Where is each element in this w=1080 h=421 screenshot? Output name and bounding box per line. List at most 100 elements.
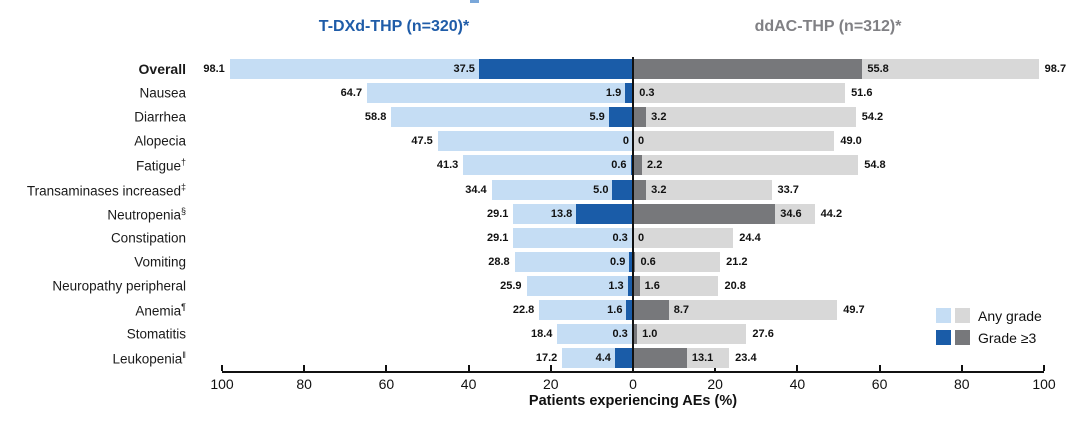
tdxd-grade3-bar	[478, 59, 633, 80]
tdxd-any-grade-value: 34.4	[465, 183, 487, 196]
x-axis-title: Patients experiencing AEs (%)	[528, 393, 738, 409]
right-group-title: ddAC-THP (n=312)*	[754, 18, 902, 35]
category-label: Leukopenia‖	[112, 350, 186, 367]
legend-row: Grade ≥3	[936, 328, 1042, 347]
ddac-any-grade-value: 51.6	[851, 87, 873, 100]
ddac-any-grade-value: 49.0	[840, 135, 862, 148]
tdxd-grade3-value: 13.8	[550, 207, 573, 220]
tdxd-grade3-value: 5.0	[593, 183, 609, 196]
category-label: Alopecia	[134, 133, 186, 149]
legend-gray-swatch	[955, 308, 970, 323]
tdxd-grade3-value: 5.9	[589, 111, 605, 124]
ddac-any-grade-bar	[633, 251, 721, 272]
x-axis-tick-label: 60	[871, 376, 888, 393]
tdxd-any-grade-bar	[391, 107, 633, 128]
tdxd-any-grade-value: 98.1	[203, 63, 225, 76]
ddac-any-grade-value: 20.8	[724, 279, 746, 292]
ddac-grade3-value: 55.8	[867, 63, 889, 76]
category-label: Nausea	[139, 85, 186, 101]
ddac-grade3-value: 3.2	[651, 183, 667, 196]
x-axis-tick	[221, 365, 223, 372]
tdxd-any-grade-bar	[514, 251, 633, 272]
ddac-any-grade-bar	[633, 107, 856, 128]
legend: Any grade Grade ≥3	[936, 306, 1042, 350]
ddac-grade3-bar	[633, 59, 863, 80]
tdxd-grade3-value: 0.9	[610, 255, 626, 268]
x-axis-tick	[796, 365, 799, 372]
ddac-any-grade-value: 24.4	[739, 231, 761, 244]
ddac-grade3-value: 0	[638, 231, 645, 244]
ddac-any-grade-value: 44.2	[820, 207, 843, 220]
tdxd-grade3-value: 1.9	[605, 87, 622, 100]
ddac-grade3-value: 0	[638, 135, 645, 148]
legend-label: Any grade	[978, 307, 1042, 324]
tdxd-grade3-bar	[608, 107, 633, 128]
ddac-grade3-bar	[633, 155, 643, 176]
tdxd-grade3-value: 37.5	[453, 63, 475, 76]
tdxd-any-grade-value: 28.8	[488, 255, 510, 268]
category-label: Overall	[138, 61, 186, 78]
tdxd-grade3-value: 1.6	[607, 304, 623, 317]
x-axis-tick	[385, 365, 388, 372]
tdxd-grade3-value: 0.6	[611, 159, 627, 172]
ddac-any-grade-bar	[633, 275, 719, 296]
ddac-any-grade-value: 54.8	[864, 159, 886, 172]
x-axis-tick-label: 80	[296, 376, 312, 393]
x-axis-tick-label: 40	[460, 376, 477, 393]
category-label: Neutropenia§	[107, 205, 186, 222]
ddac-grade3-bar	[633, 275, 640, 296]
tdxd-grade3-value: 0	[622, 135, 629, 148]
x-axis-tick	[467, 365, 470, 372]
zero-axis-line	[632, 57, 634, 372]
ddac-grade3-bar	[633, 179, 647, 200]
ddac-grade3-value: 1.6	[644, 279, 660, 292]
category-label: Diarrhea	[134, 109, 186, 125]
tdxd-any-grade-value: 41.3	[436, 159, 459, 172]
cropped-text-artifact	[470, 0, 479, 3]
ddac-any-grade-value: 49.7	[843, 304, 865, 317]
tdxd-any-grade-value: 22.8	[512, 304, 535, 317]
tdxd-grade3-value: 1.3	[608, 279, 624, 292]
tdxd-grade3-bar	[625, 83, 633, 104]
tdxd-any-grade-value: 47.5	[411, 135, 433, 148]
x-axis-tick-label: 80	[954, 376, 970, 393]
x-axis-tick-label: 100	[210, 376, 234, 393]
tdxd-any-grade-value: 25.9	[500, 279, 522, 292]
category-label: Neuropathy peripheral	[52, 278, 186, 294]
ddac-any-grade-value: 27.6	[752, 328, 774, 341]
x-axis-tick	[303, 365, 306, 372]
x-axis-tick	[960, 365, 963, 372]
ddac-any-grade-bar	[633, 155, 859, 176]
tdxd-any-grade-bar	[557, 324, 633, 345]
x-axis-line	[222, 371, 1044, 374]
ddac-grade3-value: 2.2	[647, 159, 663, 172]
ddac-grade3-value: 0.6	[640, 255, 656, 268]
legend-blue-swatch	[936, 330, 951, 345]
ddac-grade3-value: 3.2	[651, 111, 667, 124]
tdxd-grade3-value: 4.4	[595, 352, 611, 365]
ddac-any-grade-value: 23.4	[735, 352, 757, 365]
ddac-grade3-value: 0.3	[639, 87, 655, 100]
ddac-any-grade-bar	[633, 131, 835, 152]
ddac-any-grade-bar	[633, 227, 734, 248]
ddac-any-grade-value: 98.7	[1044, 63, 1067, 76]
x-axis-tick-label: 40	[789, 376, 806, 393]
tdxd-any-grade-bar	[491, 179, 633, 200]
x-axis-tick	[714, 365, 717, 372]
ddac-grade3-bar	[633, 348, 687, 369]
tdxd-grade3-bar	[612, 179, 633, 200]
legend-row: Any grade	[936, 306, 1042, 325]
category-label: Anemia¶	[135, 301, 186, 319]
ddac-any-grade-value: 33.7	[777, 183, 799, 196]
ddac-grade3-bar	[633, 203, 776, 224]
tdxd-any-grade-bar	[367, 83, 633, 104]
tdxd-grade3-bar	[614, 348, 633, 369]
ddac-any-grade-value: 54.2	[861, 111, 884, 124]
legend-blue-swatch	[936, 308, 951, 323]
ddac-grade3-value: 1.0	[642, 328, 658, 341]
tdxd-any-grade-value: 17.2	[535, 352, 558, 365]
category-label: Transaminases increased‡	[26, 181, 186, 198]
tdxd-any-grade-value: 18.4	[530, 328, 553, 341]
category-label: Fatigue†	[135, 157, 186, 174]
